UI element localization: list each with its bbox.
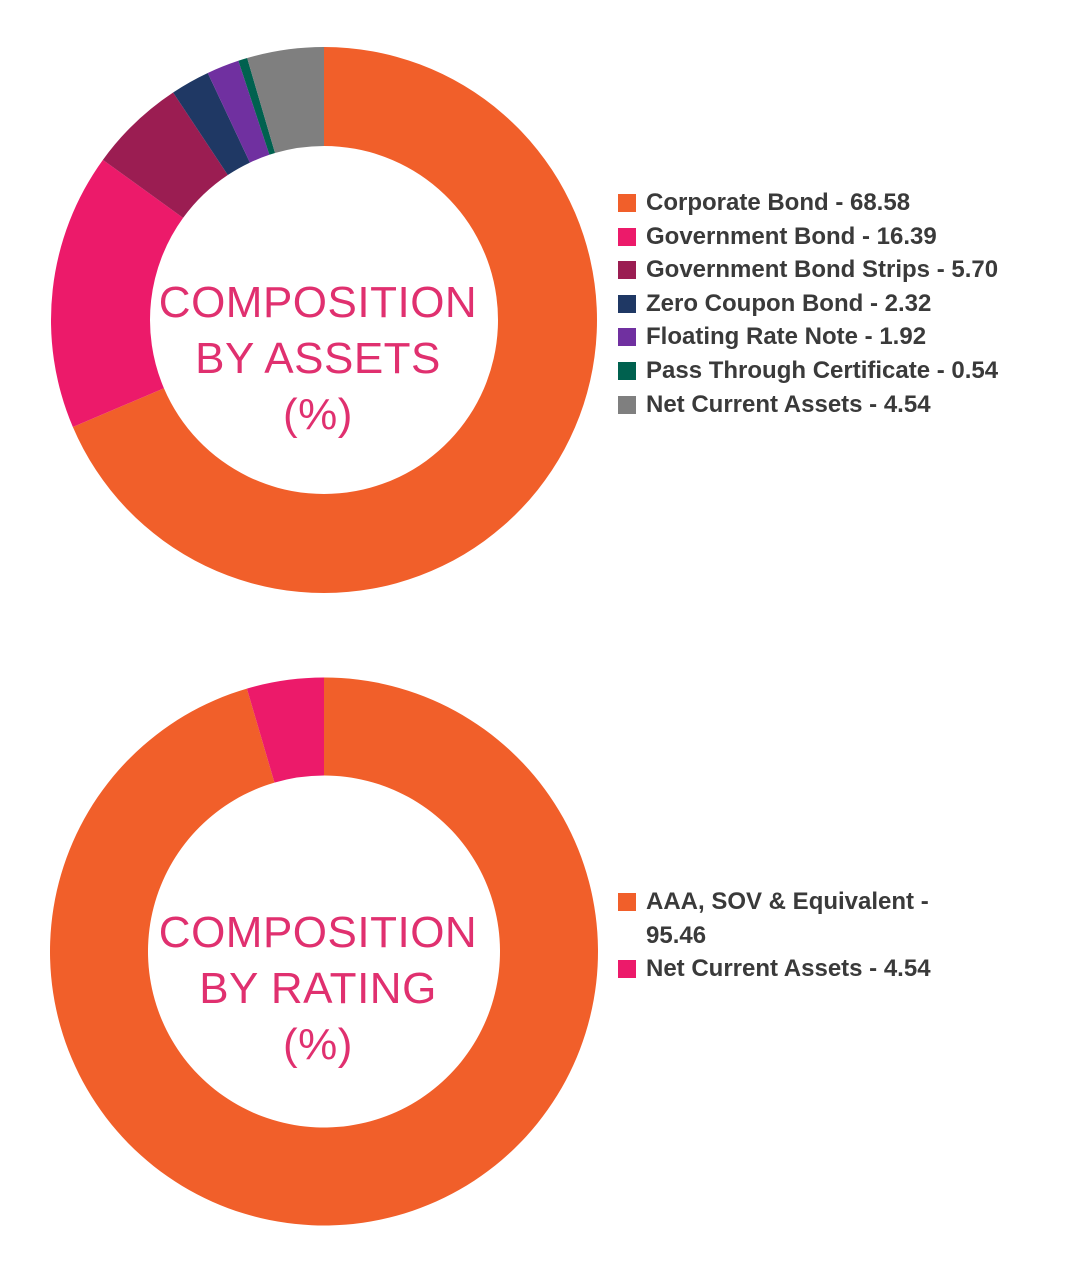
rating-center-title-line: BY RATING [199, 964, 437, 1013]
assets-legend-swatch [618, 361, 636, 380]
assets-legend-label: Pass Through Certificate - 0.54 [646, 356, 999, 384]
assets-slice-floating-rate-note [207, 60, 270, 163]
assets-legend-label: Floating Rate Note - 1.92 [646, 323, 927, 351]
assets-slice-government-bond [50, 159, 184, 428]
assets-slice-government-bond-strips [102, 92, 228, 218]
composition-by-rating-chart: AAA, SOV & Equivalent - 95.46 Net Current… [0, 640, 1077, 1279]
assets-legend-item-corporate-bond: Corporate Bond - 68.58 [618, 186, 1058, 220]
assets-slice-net-current-assets [247, 47, 324, 154]
assets-legend-swatch [618, 227, 636, 246]
rating-center-title-line: (%) [283, 1020, 353, 1069]
rating-legend-swatch [618, 893, 636, 911]
assets-legend-item-government-bond: Government Bond - 16.39 [618, 220, 1058, 254]
assets-legend-label: Corporate Bond - 68.58 [646, 189, 911, 216]
assets-legend-swatch [618, 328, 636, 347]
assets-legend-swatch [618, 194, 636, 212]
rating-slice-aaa-sov-equivalent [49, 677, 598, 1226]
assets-slice-corporate-bond [72, 47, 598, 593]
rating-legend: AAA, SOV & Equivalent - 95.46 Net Current… [618, 885, 1058, 986]
rating-center-title-line: COMPOSITION [158, 908, 478, 957]
assets-legend-item-floating-rate-note: Floating Rate Note - 1.92 [618, 320, 1058, 354]
assets-slice-zero-coupon-bond [173, 72, 250, 175]
rating-legend-item-aaa-sov-equivalent: AAA, SOV & Equivalent - 95.46 [618, 885, 1058, 952]
assets-legend-item-government-bond-strips: Government Bond Strips - 5.70 [618, 253, 1058, 287]
assets-legend-swatch [618, 294, 636, 313]
assets-legend-swatch [618, 261, 636, 280]
assets-legend-label: Net Current Assets - 4.54 [646, 390, 931, 418]
composition-by-assets-chart: Corporate Bond - 68.58 Government Bond - … [50, 47, 1058, 593]
assets-legend-item-pass-through-certificate: Pass Through Certificate - 0.54 [618, 354, 1058, 388]
rating-legend-label: AAA, SOV & Equivalent - 95.46 [646, 888, 929, 949]
assets-legend-item-zero-coupon-bond: Zero Coupon Bond - 2.32 [618, 287, 1058, 321]
rating-donut-svg [49, 677, 598, 1226]
assets-legend-swatch [618, 395, 636, 414]
assets-donut-svg [50, 47, 598, 593]
assets-slice-pass-through-certificate [238, 58, 276, 155]
assets-legend-label: Government Bond Strips - 5.70 [646, 256, 999, 284]
assets-center-title-line: BY ASSETS [195, 334, 441, 383]
assets-center-title-line: (%) [283, 390, 353, 439]
rating-slice-net-current-assets [246, 677, 324, 783]
assets-legend-item-net-current-assets: Net Current Assets - 4.54 [618, 388, 1058, 422]
assets-center-title-line: COMPOSITION [158, 278, 478, 327]
assets-legend-label: Government Bond - 16.39 [646, 222, 937, 250]
rating-legend-item-net-current-assets: Net Current Assets - 4.54 [618, 952, 1058, 986]
assets-legend-label: Zero Coupon Bond - 2.32 [646, 289, 932, 317]
rating-center-title: COMPOSITION BY RATING (%) [118, 905, 518, 1073]
assets-legend: Corporate Bond - 68.58 Government Bond - … [618, 186, 1058, 421]
rating-legend-swatch [618, 960, 636, 979]
assets-center-title: COMPOSITION BY ASSETS (%) [118, 275, 518, 443]
rating-legend-label: Net Current Assets - 4.54 [646, 955, 931, 983]
